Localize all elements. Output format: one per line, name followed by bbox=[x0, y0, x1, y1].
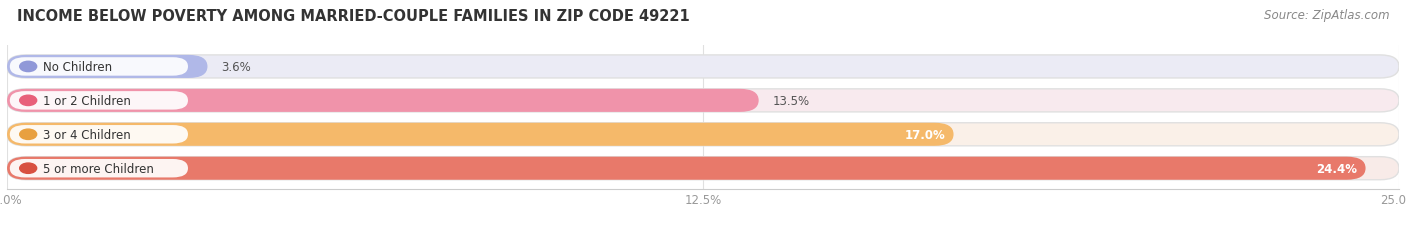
Text: Source: ZipAtlas.com: Source: ZipAtlas.com bbox=[1264, 9, 1389, 22]
FancyBboxPatch shape bbox=[7, 157, 1399, 180]
Circle shape bbox=[20, 62, 37, 72]
Text: 5 or more Children: 5 or more Children bbox=[44, 162, 155, 175]
FancyBboxPatch shape bbox=[10, 58, 188, 76]
Text: 24.4%: 24.4% bbox=[1316, 162, 1357, 175]
Circle shape bbox=[20, 96, 37, 106]
FancyBboxPatch shape bbox=[10, 159, 188, 178]
FancyBboxPatch shape bbox=[7, 89, 1399, 112]
FancyBboxPatch shape bbox=[7, 157, 1365, 180]
FancyBboxPatch shape bbox=[7, 123, 953, 146]
Circle shape bbox=[20, 163, 37, 174]
Circle shape bbox=[20, 130, 37, 140]
Text: No Children: No Children bbox=[44, 61, 112, 74]
Text: 17.0%: 17.0% bbox=[904, 128, 945, 141]
Text: 13.5%: 13.5% bbox=[773, 94, 810, 107]
Text: 1 or 2 Children: 1 or 2 Children bbox=[44, 94, 131, 107]
FancyBboxPatch shape bbox=[7, 56, 1399, 79]
FancyBboxPatch shape bbox=[10, 92, 188, 110]
Text: 3.6%: 3.6% bbox=[221, 61, 252, 74]
FancyBboxPatch shape bbox=[7, 89, 759, 112]
Text: INCOME BELOW POVERTY AMONG MARRIED-COUPLE FAMILIES IN ZIP CODE 49221: INCOME BELOW POVERTY AMONG MARRIED-COUPL… bbox=[17, 9, 689, 24]
FancyBboxPatch shape bbox=[7, 123, 1399, 146]
FancyBboxPatch shape bbox=[10, 125, 188, 144]
FancyBboxPatch shape bbox=[7, 56, 208, 79]
Text: 3 or 4 Children: 3 or 4 Children bbox=[44, 128, 131, 141]
